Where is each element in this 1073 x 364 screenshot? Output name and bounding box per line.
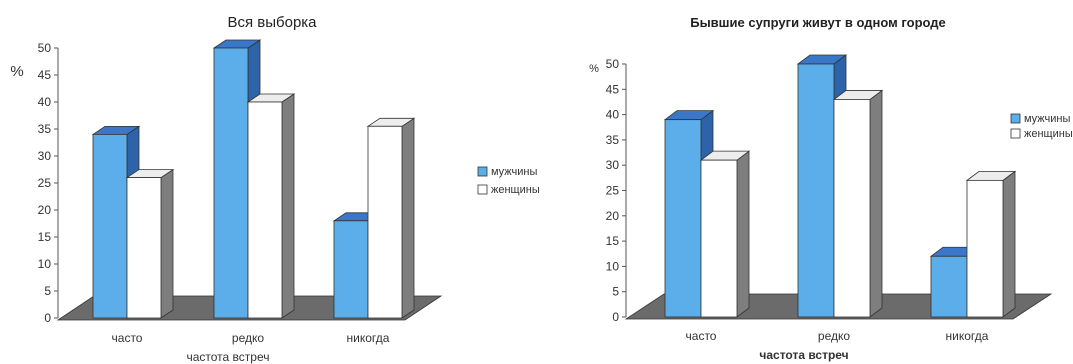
y-tick-label: 25 bbox=[38, 176, 52, 190]
bar-men-1 bbox=[797, 63, 835, 318]
y-tick-label: 0 bbox=[44, 311, 51, 325]
x-category-label: часто bbox=[686, 329, 717, 343]
y-tick-label: 5 bbox=[612, 285, 619, 299]
legend-label-men: мужчины bbox=[491, 166, 537, 178]
bar-women-0 bbox=[700, 159, 738, 318]
chart-same-city: Бывшие супруги живут в одном городе% 0 5 10… bbox=[560, 0, 1073, 364]
bar-men-2 bbox=[930, 255, 968, 318]
bar-men-0 bbox=[664, 119, 702, 318]
bar-women-2 bbox=[966, 179, 1004, 318]
legend-label-men: мужчины bbox=[1024, 113, 1070, 125]
legend-label-women: женщины bbox=[1024, 128, 1073, 140]
y-tick-label: 35 bbox=[38, 122, 52, 136]
y-tick-label: 15 bbox=[606, 234, 620, 248]
y-tick-label: 45 bbox=[38, 68, 52, 82]
bar-side bbox=[1002, 170, 1016, 318]
legend-swatch-women bbox=[1010, 128, 1021, 139]
y-tick-label: 45 bbox=[606, 82, 620, 96]
legend-swatch-men bbox=[1010, 113, 1021, 124]
bar-men-1 bbox=[213, 47, 249, 319]
y-axis-label: % bbox=[589, 63, 599, 75]
y-tick-label: 30 bbox=[606, 158, 620, 172]
y-tick-label: 50 bbox=[606, 57, 620, 71]
y-tick-label: 0 bbox=[612, 310, 619, 324]
chart-all-sample: Вся выборка% 0 5 10 15 20 25 30 35 40 45 50 часто ред… bbox=[10, 14, 540, 364]
x-axis-label: частота встреч bbox=[759, 348, 848, 362]
x-axis-label: частота встреч bbox=[186, 350, 269, 364]
y-tick-label: 20 bbox=[38, 203, 52, 217]
x-category-label: редко bbox=[232, 331, 264, 345]
y-tick-label: 35 bbox=[606, 133, 620, 147]
y-tick-label: 40 bbox=[38, 95, 52, 109]
bar-men-0 bbox=[92, 133, 128, 319]
x-category-label: никогда bbox=[946, 329, 989, 343]
chart-title: Бывшие супруги живут в одном городе bbox=[690, 15, 946, 30]
bar-women-1 bbox=[833, 99, 871, 318]
chart-same-city-svg: Бывшие супруги живут в одном городе% 0 5 10… bbox=[589, 15, 1073, 362]
bar-women-2 bbox=[367, 125, 403, 319]
bar-side bbox=[401, 117, 415, 319]
bar-women-1 bbox=[247, 101, 283, 319]
y-tick-label: 15 bbox=[38, 230, 52, 244]
y-tick-label: 5 bbox=[44, 284, 51, 298]
y-tick-label: 50 bbox=[38, 41, 52, 55]
y-axis-label: % bbox=[10, 63, 23, 80]
bar-men-2 bbox=[333, 220, 369, 319]
bar-side bbox=[160, 168, 174, 319]
bar-women-0 bbox=[126, 177, 162, 319]
y-tick-label: 10 bbox=[606, 259, 620, 273]
y-tick-label: 25 bbox=[606, 184, 620, 198]
y-tick-label: 20 bbox=[606, 209, 620, 223]
chart-all-sample-svg: Вся выборка% 0 5 10 15 20 25 30 35 40 45 50 часто ред… bbox=[10, 14, 540, 364]
x-category-label: редко bbox=[818, 329, 850, 343]
legend-swatch-women bbox=[477, 184, 488, 195]
bar-side bbox=[869, 89, 883, 318]
x-category-label: часто bbox=[112, 331, 143, 345]
legend-label-women: женщины bbox=[491, 184, 540, 196]
y-tick-label: 10 bbox=[38, 257, 52, 271]
bar-side bbox=[736, 150, 750, 318]
y-tick-label: 40 bbox=[606, 108, 620, 122]
chart-title: Вся выборка bbox=[227, 14, 317, 31]
legend-swatch-men bbox=[477, 166, 488, 177]
x-category-label: никогда bbox=[347, 331, 390, 345]
y-tick-label: 30 bbox=[38, 149, 52, 163]
bar-side bbox=[281, 93, 295, 319]
